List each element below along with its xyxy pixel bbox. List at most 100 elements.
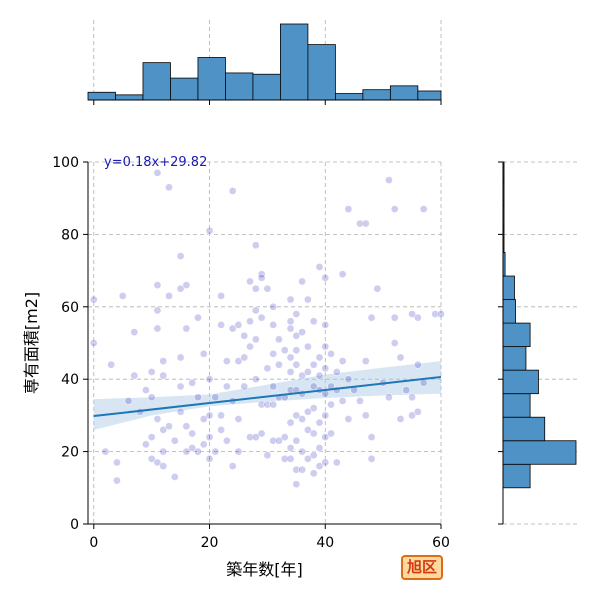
y-axis-label: 専有面積[m2]: [22, 292, 41, 394]
scatter-point: [286, 324, 295, 333]
scatter-point: [263, 284, 272, 293]
scatter-point: [199, 440, 208, 449]
top-histogram: [87, 23, 442, 101]
x-tick-label: 40: [316, 535, 334, 551]
y-tick-label: 40: [61, 372, 79, 388]
scatter-point: [309, 404, 318, 413]
scatter-point: [107, 360, 115, 369]
scatter-point: [89, 295, 98, 304]
scatter-point: [240, 382, 249, 391]
scatter-point: [344, 375, 353, 384]
scatter-point: [147, 454, 156, 463]
scatter-point: [286, 444, 295, 452]
top-hist-bar: [252, 73, 281, 101]
scatter-point: [361, 357, 370, 365]
scatter-point: [124, 397, 133, 405]
scatter-point: [321, 364, 330, 373]
scatter-point: [130, 328, 139, 336]
top-hist-bar: [389, 85, 419, 101]
scatter-point: [298, 465, 306, 474]
scatter-point: [153, 415, 162, 423]
scatter-point: [113, 458, 121, 467]
scatter-point: [321, 342, 330, 351]
scatter-point: [263, 451, 272, 460]
x-tick-label: 0: [89, 535, 98, 551]
scatter-point: [332, 368, 341, 376]
scatter-point: [292, 310, 301, 318]
scatter-point: [188, 378, 197, 387]
scatter-point: [309, 469, 318, 478]
scatter-point: [246, 433, 254, 441]
scatter-point: [194, 393, 202, 402]
scatter-point: [101, 447, 110, 456]
right-hist-bar: [502, 416, 546, 442]
scatter-point: [142, 386, 150, 394]
scatter-point: [309, 360, 318, 369]
scatter-point: [228, 324, 237, 333]
scatter-point: [153, 306, 162, 315]
scatter-point: [251, 241, 260, 250]
scatter-point: [205, 433, 214, 441]
scatter-point: [269, 302, 278, 311]
scatter-point: [205, 375, 214, 384]
scatter-point: [292, 331, 301, 340]
scatter-point: [275, 335, 283, 344]
scatter-point: [396, 415, 405, 423]
scatter-point: [89, 339, 98, 347]
scatter-point: [292, 465, 301, 474]
scatter-point: [251, 375, 260, 384]
scatter-point: [170, 473, 179, 481]
scatter-point: [165, 292, 173, 300]
scatter-point: [338, 357, 347, 365]
scatter-point: [228, 462, 237, 470]
scatter-point: [113, 476, 121, 485]
y-tick-label: 100: [52, 155, 79, 171]
scatter-point: [251, 335, 260, 344]
scatter-point: [153, 281, 162, 289]
scatter-point: [159, 357, 168, 365]
scatter-point: [223, 382, 231, 391]
scatter-point: [390, 205, 399, 213]
scatter-point: [344, 415, 353, 423]
scatter-point: [205, 226, 214, 235]
scatter-point: [344, 205, 353, 213]
scatter-point: [315, 462, 324, 470]
top-hist-bar: [225, 72, 254, 101]
scatter-point: [304, 342, 312, 351]
y-tick-label: 60: [61, 300, 79, 316]
scatter-point: [153, 458, 162, 467]
scatter-point: [309, 451, 318, 460]
scatter-point: [234, 357, 243, 365]
scatter-point: [176, 252, 185, 260]
scatter-point: [309, 429, 318, 438]
scatter-point: [211, 447, 220, 456]
scatter-point: [298, 371, 306, 380]
top-hist-bar: [307, 44, 336, 101]
scatter-point: [130, 371, 139, 380]
scatter-point: [286, 454, 295, 463]
scatter-point: [153, 324, 162, 333]
scatter-point: [269, 400, 278, 409]
scatter-point: [286, 317, 295, 326]
scatter-point: [408, 393, 416, 402]
scatter-point: [356, 397, 364, 405]
scatter-point: [269, 382, 278, 391]
scatter-point: [298, 277, 306, 286]
scatter-point: [211, 393, 220, 402]
scatter-point: [304, 454, 312, 463]
scatter-point: [321, 273, 330, 282]
scatter-point: [286, 353, 295, 362]
scatter-point: [298, 328, 306, 336]
scatter-point: [194, 313, 202, 322]
scatter-point: [280, 433, 289, 441]
scatter-point: [338, 270, 347, 279]
scatter-point: [275, 360, 283, 369]
scatter-point: [199, 350, 208, 358]
scatter-point: [118, 292, 127, 300]
grid: [88, 161, 442, 525]
right-hist-bar: [502, 299, 516, 324]
scatter-point: [327, 429, 335, 438]
scatter-point: [304, 295, 312, 304]
